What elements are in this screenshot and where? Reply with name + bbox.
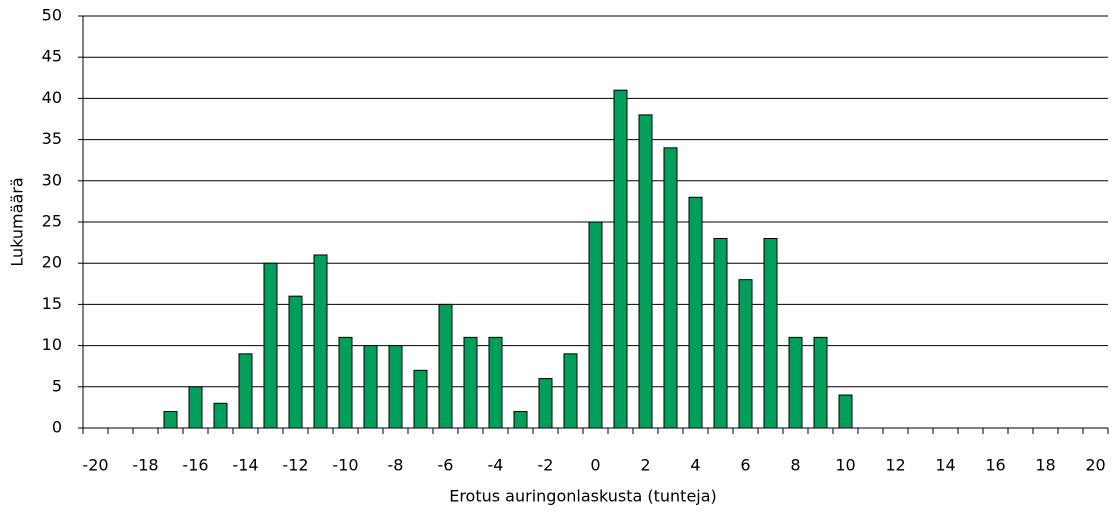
bar bbox=[588, 221, 603, 429]
x-tick-label: -8 bbox=[388, 456, 404, 475]
bar bbox=[663, 147, 678, 429]
x-tick-label: 8 bbox=[790, 456, 800, 475]
bar bbox=[738, 279, 753, 429]
x-tick-label: -16 bbox=[182, 456, 208, 475]
x-tick-label: 2 bbox=[640, 456, 650, 475]
x-tick-label: 4 bbox=[690, 456, 700, 475]
bar bbox=[313, 254, 328, 429]
x-axis-title: Erotus auringonlaskusta (tunteja) bbox=[449, 487, 717, 506]
x-tick-label: 6 bbox=[740, 456, 750, 475]
y-tick-label: 5 bbox=[52, 376, 62, 395]
x-tick-label: -14 bbox=[232, 456, 258, 475]
bar bbox=[688, 196, 703, 429]
y-tick-label: 45 bbox=[42, 47, 62, 66]
x-tick-label: -18 bbox=[132, 456, 158, 475]
bar bbox=[763, 237, 778, 429]
y-tick-label: 10 bbox=[42, 335, 62, 354]
x-tick-label: -20 bbox=[82, 456, 108, 475]
y-tick-label: 25 bbox=[42, 212, 62, 231]
bar bbox=[338, 336, 353, 429]
bar bbox=[238, 353, 253, 429]
y-tick-label: 15 bbox=[42, 294, 62, 313]
x-tick-label: 18 bbox=[1035, 456, 1055, 475]
bar bbox=[838, 394, 853, 429]
bar bbox=[163, 411, 178, 429]
y-tick-label: 0 bbox=[52, 418, 62, 437]
y-tick-label: 30 bbox=[42, 170, 62, 189]
bar bbox=[813, 336, 828, 429]
bar bbox=[513, 411, 528, 429]
x-tick-label: 14 bbox=[935, 456, 955, 475]
bar bbox=[388, 345, 403, 429]
bar bbox=[563, 353, 578, 429]
bar bbox=[613, 89, 628, 429]
bar bbox=[188, 386, 203, 429]
x-tick-label: 12 bbox=[885, 456, 905, 475]
y-tick-label: 35 bbox=[42, 129, 62, 148]
bar bbox=[713, 237, 728, 429]
x-tick-label: 10 bbox=[835, 456, 855, 475]
x-tick-label: -4 bbox=[488, 456, 504, 475]
y-axis-title: Lukumäärä bbox=[8, 177, 27, 266]
bar bbox=[438, 303, 453, 429]
x-tick-label: -2 bbox=[538, 456, 554, 475]
y-tick-label: 20 bbox=[42, 253, 62, 272]
bar bbox=[413, 369, 428, 429]
x-tick-label: 0 bbox=[590, 456, 600, 475]
bar bbox=[788, 336, 803, 429]
x-tick-label: -10 bbox=[332, 456, 358, 475]
bar bbox=[463, 336, 478, 429]
y-tick-label: 40 bbox=[42, 88, 62, 107]
x-tick-label: 20 bbox=[1085, 456, 1105, 475]
bar bbox=[288, 295, 303, 429]
x-tick-label: -12 bbox=[282, 456, 308, 475]
y-tick-label: 50 bbox=[42, 6, 62, 25]
bar bbox=[213, 402, 228, 429]
bar bbox=[363, 345, 378, 429]
bar bbox=[263, 262, 278, 429]
bar bbox=[538, 378, 553, 429]
bar bbox=[488, 336, 503, 429]
x-tick-label: -6 bbox=[438, 456, 454, 475]
x-tick-label: 16 bbox=[985, 456, 1005, 475]
bar bbox=[638, 114, 653, 429]
